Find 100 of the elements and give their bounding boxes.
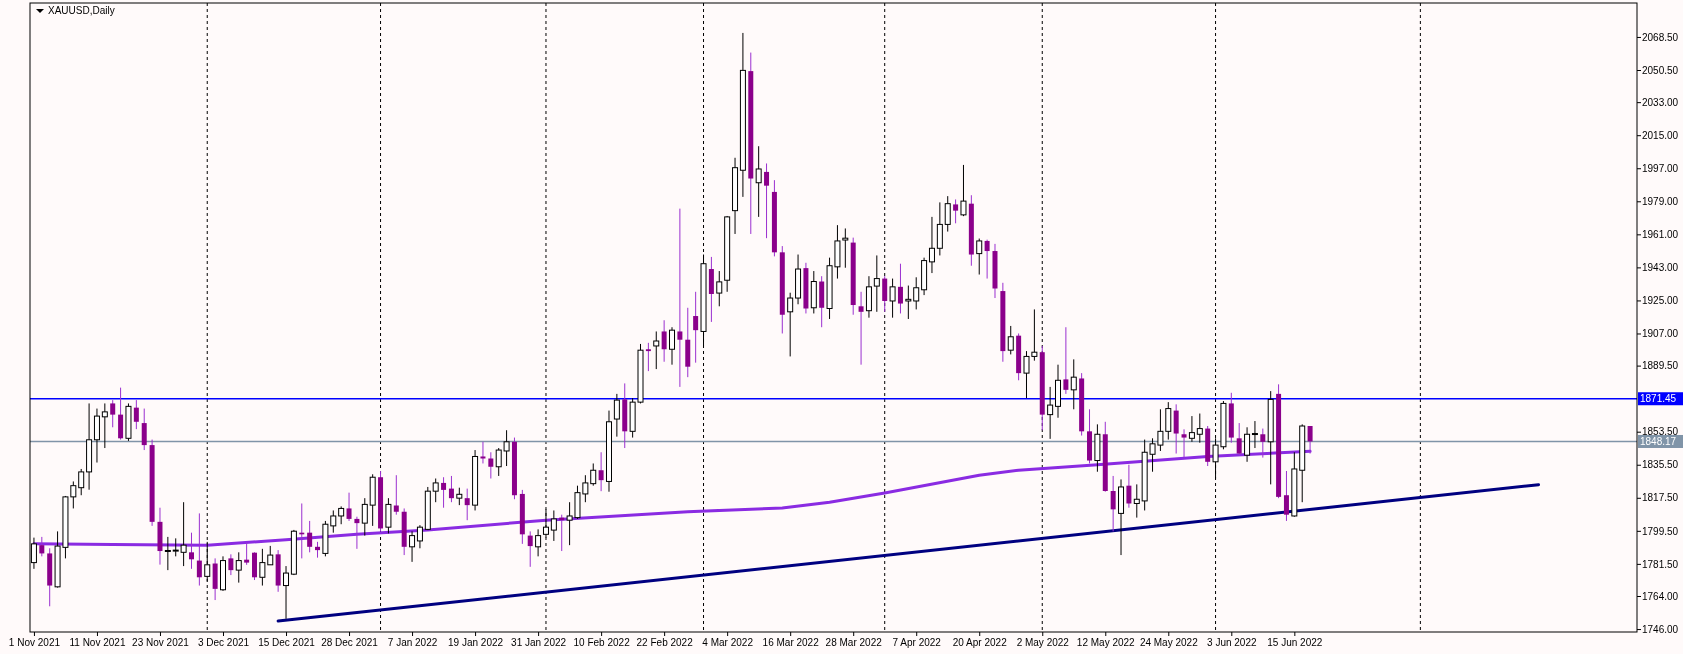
candlestick	[913, 276, 920, 310]
chart-title: XAUUSD,Daily	[48, 5, 115, 16]
candlestick	[101, 402, 108, 449]
y-tick-label: 1746.00	[1642, 623, 1679, 635]
candlestick	[693, 291, 699, 364]
candlestick	[141, 408, 147, 451]
x-tick-label: 4 Mar 2022	[702, 637, 754, 649]
candlestick	[346, 492, 352, 522]
y-tick-label: 1853.50	[1642, 426, 1679, 438]
candlestick	[1110, 475, 1116, 532]
x-tick-label: 1 Nov 2021	[8, 637, 61, 649]
x-tick-label: 28 Dec 2021	[321, 637, 379, 649]
x-tick-label: 24 May 2022	[1139, 637, 1199, 649]
candlestick	[196, 512, 202, 587]
y-tick-label: 1907.00	[1642, 328, 1679, 340]
candlestick	[960, 164, 967, 217]
ref-line-label: 1871.45	[1640, 393, 1677, 405]
candlestick	[535, 528, 542, 557]
candlestick	[905, 285, 912, 320]
candlestick	[354, 516, 360, 550]
x-tick-label: 12 May 2022	[1076, 637, 1136, 649]
candlestick	[944, 195, 951, 233]
candlestick	[669, 326, 676, 366]
candlestick	[1007, 325, 1014, 355]
candlestick	[984, 239, 990, 280]
candlestick	[653, 330, 660, 370]
y-tick-label: 1997.00	[1642, 162, 1679, 174]
candlestick	[1133, 483, 1140, 519]
candlestick	[283, 565, 290, 620]
candlestick	[307, 520, 313, 553]
candlestick	[228, 553, 234, 576]
candlestick	[409, 530, 416, 563]
candlestick	[480, 441, 486, 464]
candlestick	[873, 254, 880, 313]
candlestick	[645, 342, 651, 372]
x-tick-label: 10 Feb 2022	[573, 637, 631, 649]
candlestick	[235, 551, 242, 584]
x-tick-label: 15 Dec 2021	[258, 637, 316, 649]
candlestick	[78, 468, 85, 496]
x-tick-label: 19 Jan 2022	[448, 637, 504, 649]
candlestick	[464, 488, 470, 521]
x-tick-label: 2 May 2022	[1016, 637, 1070, 649]
candlestick	[432, 478, 439, 503]
candlestick	[1070, 358, 1077, 410]
x-tick-label: 28 Mar 2022	[825, 637, 883, 649]
x-tick-label: 16 Mar 2022	[762, 637, 820, 649]
candlestick	[118, 387, 124, 441]
y-tick-label: 1925.00	[1642, 295, 1679, 307]
y-tick-label: 1764.00	[1642, 590, 1679, 602]
candlestick	[1244, 426, 1251, 463]
candlestick	[1307, 425, 1313, 455]
candlestick	[787, 292, 794, 357]
ref-line-label: 1848.17	[1640, 435, 1677, 447]
candlestick	[598, 451, 604, 492]
candlestick	[936, 201, 943, 256]
y-tick-label: 2015.00	[1642, 129, 1679, 141]
candlestick	[897, 263, 903, 314]
y-tick-label: 1817.50	[1642, 492, 1679, 504]
y-tick-label: 1961.00	[1642, 229, 1679, 241]
candlestick	[1196, 413, 1203, 444]
x-tick-label: 23 Nov 2021	[132, 637, 190, 649]
x-tick-label: 31 Jan 2022	[511, 637, 567, 649]
candlestick	[1188, 415, 1195, 443]
x-tick-label: 22 Feb 2022	[636, 637, 694, 649]
candlestick	[488, 451, 494, 480]
candlestick	[882, 275, 888, 313]
candlestick	[93, 408, 100, 464]
y-tick-label: 2050.50	[1642, 64, 1679, 76]
candlestick	[1126, 464, 1132, 509]
candlestick	[928, 216, 935, 274]
x-tick-label: 15 Jun 2022	[1267, 637, 1323, 649]
candlestick	[1260, 428, 1266, 459]
candlestick	[39, 536, 45, 557]
candlestick	[613, 393, 620, 438]
candlestick	[244, 542, 250, 566]
candlestick	[441, 476, 447, 509]
candlestick	[976, 238, 983, 276]
candlestick	[716, 270, 723, 307]
y-tick-label: 2068.50	[1642, 31, 1679, 43]
x-tick-label: 20 Apr 2022	[952, 637, 1008, 649]
x-tick-label: 11 Nov 2021	[69, 637, 126, 649]
candlestick	[164, 536, 171, 571]
y-tick-label: 1799.50	[1642, 525, 1679, 537]
candlestick	[953, 198, 959, 224]
y-tick-label: 1979.00	[1642, 195, 1679, 207]
candlestick	[1181, 428, 1187, 459]
candlestick	[755, 145, 762, 218]
x-tick-label: 3 Jun 2022	[1207, 637, 1257, 649]
y-tick-label: 1889.50	[1642, 360, 1679, 372]
candlestick	[1063, 326, 1069, 395]
y-tick-label: 1943.00	[1642, 262, 1679, 274]
candlestick	[1047, 386, 1054, 440]
candlestick	[1236, 422, 1242, 456]
candlestick	[1173, 403, 1179, 455]
candlestick	[361, 497, 368, 537]
candlestick	[661, 319, 667, 363]
candlestick	[133, 399, 139, 430]
candlestick	[416, 524, 423, 549]
candlestick	[1251, 420, 1258, 449]
candlestick	[858, 291, 864, 366]
